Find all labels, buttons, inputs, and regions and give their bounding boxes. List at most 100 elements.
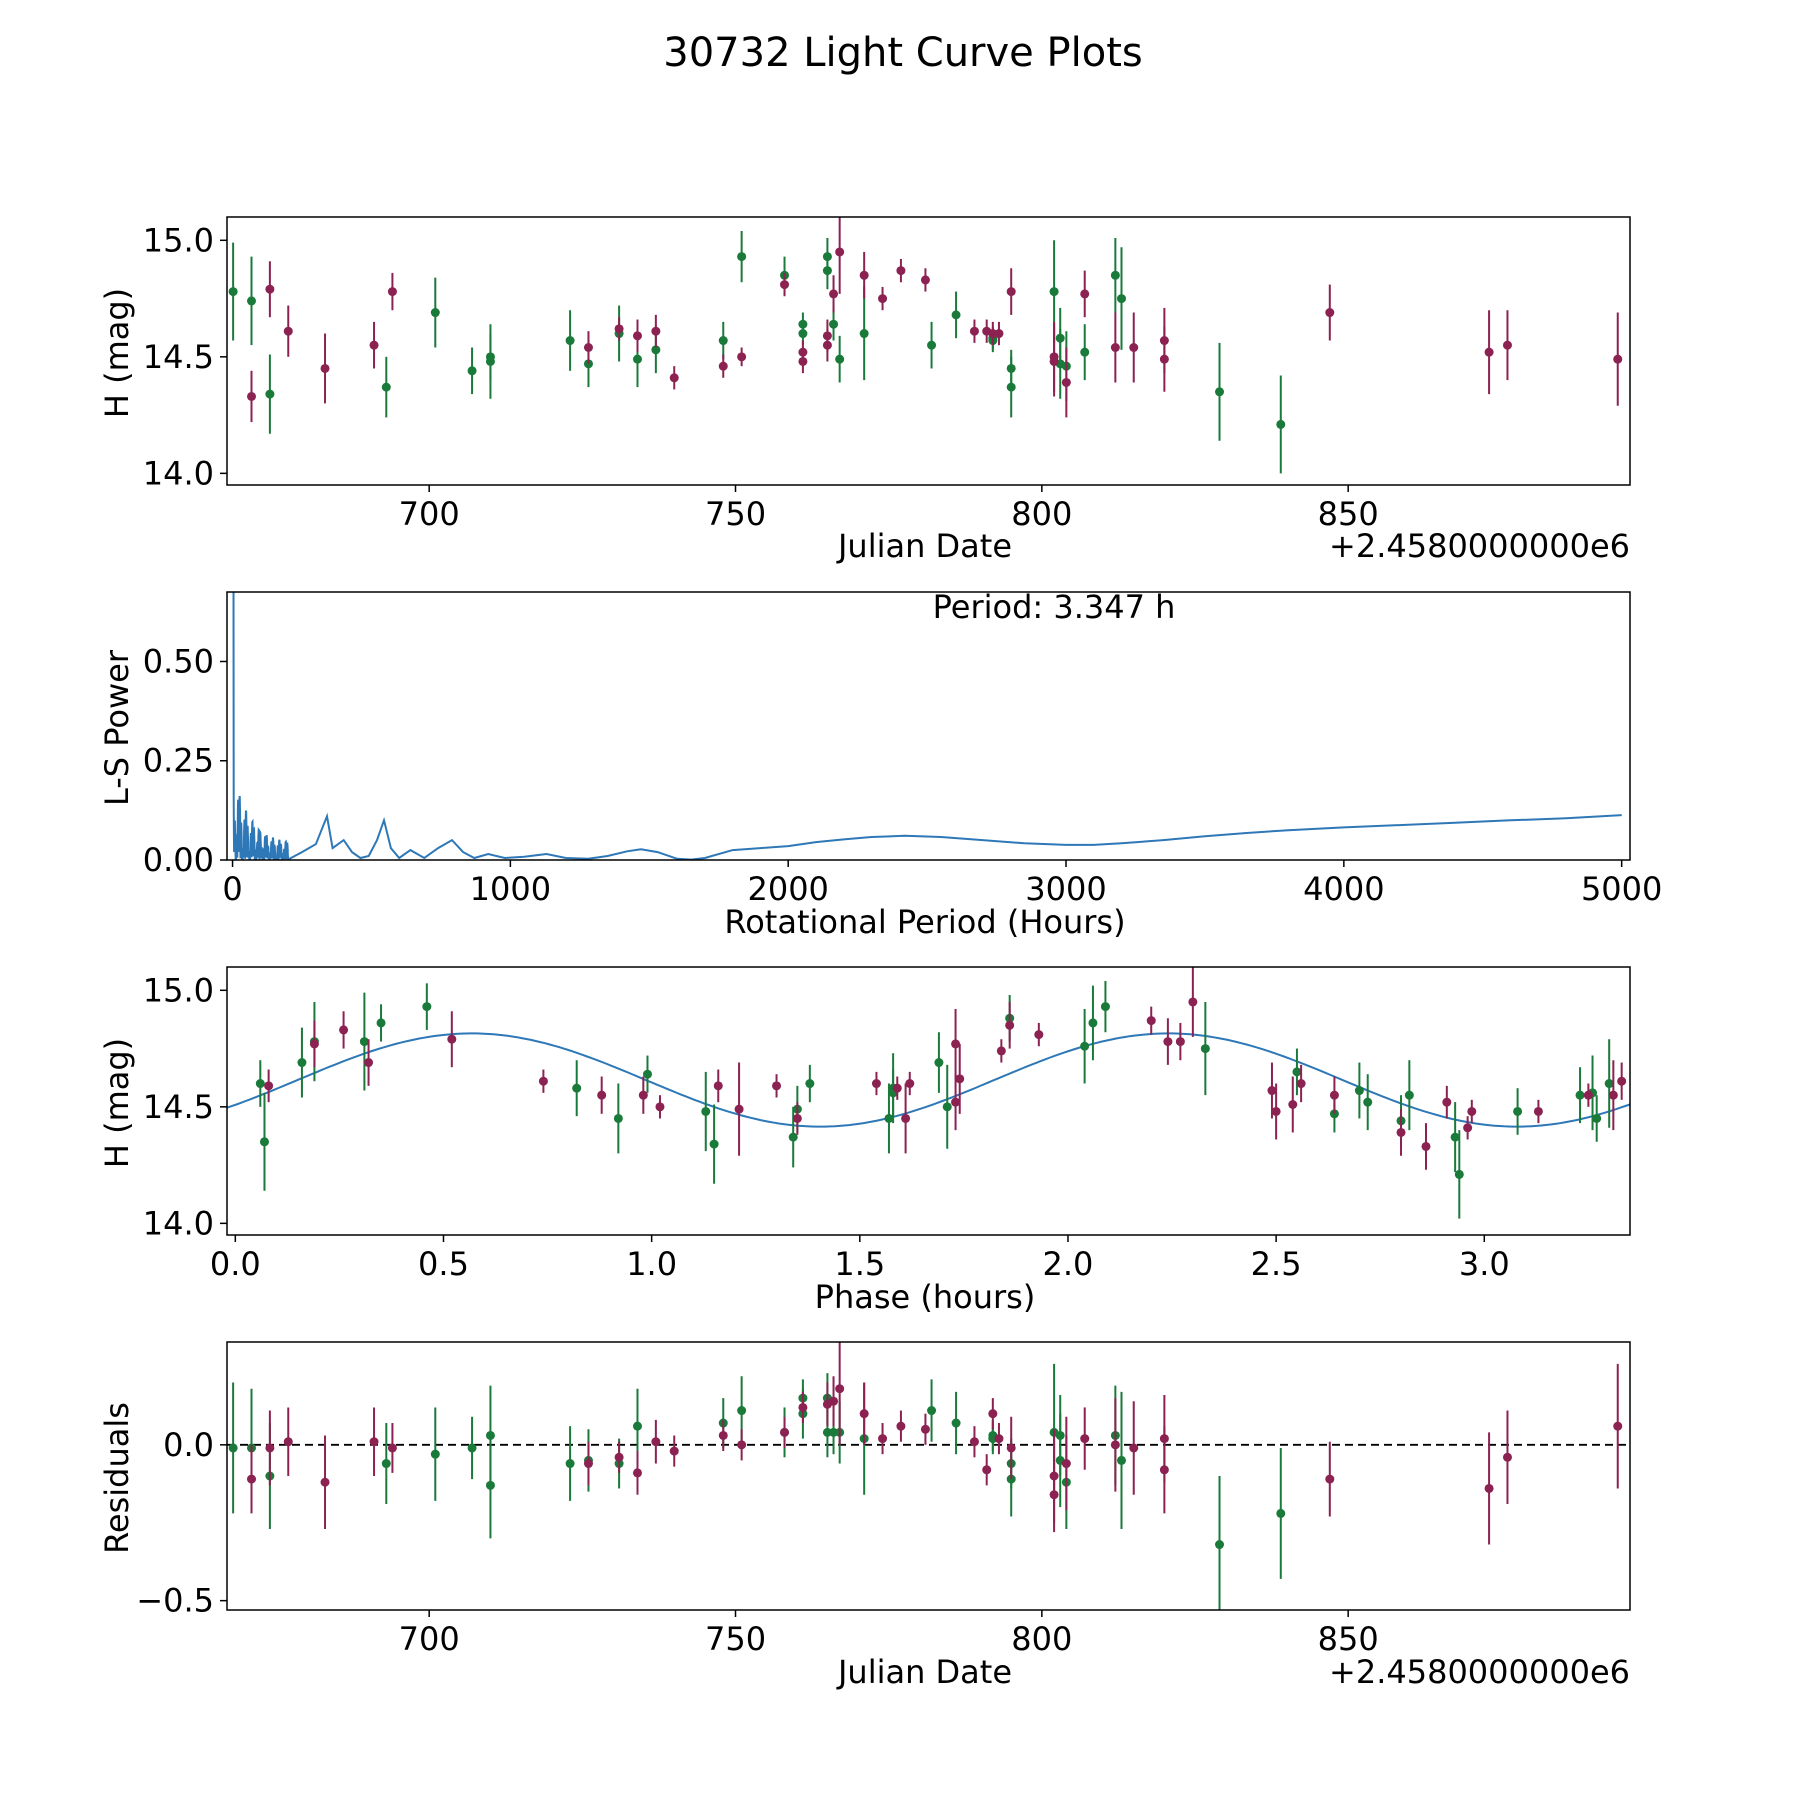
data-point [798,329,808,339]
data-point [228,1443,238,1453]
data-point [951,1097,961,1107]
x-tick-label: 1000 [470,870,551,908]
data-point [1592,1113,1602,1123]
x-tick-label: 850 [1318,1620,1379,1658]
periodogram-panel: Rotational Period (Hours) L-S Power Peri… [98,588,1662,941]
data-point [1116,294,1126,304]
data-point [859,329,869,339]
periodogram-line [232,592,1622,860]
data-point [376,1018,386,1028]
data-point [713,1081,723,1091]
data-point [265,1443,275,1453]
data-point [1110,1440,1120,1450]
data-point [859,270,869,280]
data-point [920,1424,930,1434]
data-point [1484,347,1494,357]
data-point [988,1409,998,1419]
data-point [1502,340,1512,350]
data-point [1583,1090,1593,1100]
data-point [1276,1508,1286,1518]
x-tick-label: 4000 [1303,870,1384,908]
model-curve [227,1032,1630,1128]
data-point [1325,1474,1335,1484]
y-tick-label: 14.0 [143,1204,214,1242]
data-point [369,1437,379,1447]
data-point [859,1409,869,1419]
data-point [1049,356,1059,366]
data-point [871,1079,881,1089]
data-point [1110,270,1120,280]
data-point [737,1406,747,1416]
x-tick-label: 2.0 [1043,1245,1094,1283]
y-tick-label: 0.25 [143,742,214,780]
y-tick-label: 14.5 [143,1088,214,1126]
data-point [772,1081,782,1091]
axes-frame [226,216,1631,486]
data-point [896,1421,906,1431]
data-point [1215,387,1225,397]
x-tick-label: 1.5 [834,1245,885,1283]
data-point [1080,347,1090,357]
data-point [339,1025,349,1035]
figure-title: 30732 Light Curve Plots [663,30,1142,76]
y-tick-label: 15.0 [143,971,214,1009]
data-point [651,326,661,336]
residuals-panel: Julian Date +2.4580000000e6 Residuals 70… [98,1341,1631,1691]
data-point [265,284,275,294]
data-point [737,252,747,262]
data-point [387,1443,397,1453]
data-point [1442,1097,1452,1107]
x-tick-label: 700 [399,495,460,533]
axes-frame [226,1341,1631,1611]
data-point [1296,1079,1306,1089]
data-point [1006,1443,1016,1453]
data-point [1617,1076,1627,1086]
data-point [780,280,790,290]
data-point [994,1434,1004,1444]
x-offset-label: +2.4580000000e6 [1329,527,1630,565]
data-point [1080,289,1090,299]
data-point [247,1474,257,1484]
data-point [701,1106,711,1116]
data-point [1049,287,1059,297]
data-point [1404,1090,1414,1100]
data-point [1049,1490,1059,1500]
data-point [1080,1434,1090,1444]
x-axis-label: Rotational Period (Hours) [724,903,1125,941]
data-point [1575,1090,1585,1100]
x-tick-label: 1.0 [626,1245,677,1283]
data-point [259,1137,269,1147]
x-tick-label: 800 [1011,1620,1072,1658]
data-point [632,331,642,341]
y-tick-label: 14.0 [143,454,214,492]
phased-curve-panel: Phase (hours) H (mag) 0.0 0.5 1.0 1.5 2.0 2.5… [98,966,1631,1316]
data-point [1100,1002,1110,1012]
data-point [1163,1037,1173,1047]
data-point [1129,1443,1139,1453]
data-point [878,294,888,304]
y-tick-label: 0.50 [143,642,214,680]
data-point [228,287,238,297]
data-point [655,1102,665,1112]
x-axis-label: Julian Date [836,527,1012,565]
data-point [283,1437,293,1447]
data-point [792,1113,802,1123]
plot-area [228,217,1623,474]
data-point [255,1079,265,1089]
data-point [485,352,495,362]
plot-area [227,967,1630,1219]
data-point [1110,343,1120,353]
axes-frame [226,966,1631,1236]
data-point [320,1477,330,1487]
data-point [669,373,679,383]
data-point [969,1437,979,1447]
x-tick-label: 0.5 [418,1245,469,1283]
data-point [614,1452,624,1462]
data-point [1467,1106,1477,1116]
data-point [1484,1483,1494,1493]
data-point [798,1402,808,1412]
axes-frame [226,591,1631,861]
data-point [387,287,397,297]
data-point [1034,1030,1044,1040]
data-point [1450,1132,1460,1142]
